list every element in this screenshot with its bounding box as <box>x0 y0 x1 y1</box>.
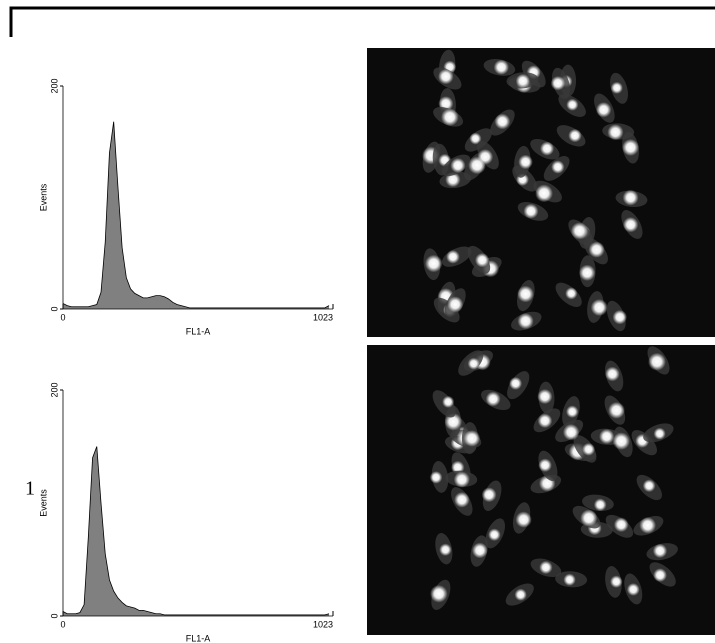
nucleus <box>613 517 629 533</box>
y-tick-label: 200 <box>49 78 59 93</box>
x-axis-label: FL1-A <box>186 633 211 643</box>
nucleus <box>481 487 497 503</box>
y-axis-label: Events <box>38 183 48 211</box>
bracket <box>9 6 715 37</box>
y-tick-label: 200 <box>49 382 59 397</box>
nucleus <box>610 81 623 94</box>
y-tick-label: 0 <box>49 613 59 618</box>
nucleus <box>622 189 639 206</box>
nucleus <box>493 59 510 75</box>
nucleus <box>579 264 596 281</box>
nucleus <box>588 241 605 258</box>
x-tick-label: 1023 <box>313 312 333 322</box>
x-tick-label: 0 <box>60 619 65 629</box>
fragment-label: 1 <box>25 478 35 500</box>
area-fill <box>63 446 330 616</box>
area-fill <box>63 121 330 310</box>
nucleus <box>551 160 565 174</box>
nucleus <box>454 491 470 508</box>
nucleus <box>582 442 596 456</box>
nucleus <box>550 75 566 91</box>
x-tick-label: 0 <box>60 312 65 322</box>
nucleus <box>537 388 553 405</box>
nucleus <box>593 498 607 512</box>
nucleus <box>424 254 443 273</box>
histogram-outline <box>62 121 330 309</box>
nucleus <box>563 573 576 586</box>
nucleus <box>494 113 511 130</box>
nucleus <box>622 217 639 233</box>
y-axis-label: Events <box>38 489 48 517</box>
x-tick-label: 1023 <box>313 619 333 629</box>
histogram-outline <box>62 446 330 616</box>
nucleus <box>429 471 443 484</box>
nucleus <box>580 509 598 527</box>
nucleus <box>446 250 460 264</box>
nucleus <box>565 405 579 418</box>
nucleus <box>622 138 640 157</box>
nucleus <box>595 102 612 118</box>
nucleus <box>515 511 532 528</box>
nucleus <box>447 296 464 313</box>
y-tick-label: 0 <box>49 306 59 311</box>
nucleus <box>518 154 533 170</box>
nucleus <box>566 98 579 111</box>
nucleus <box>612 432 631 450</box>
nucleus <box>488 528 501 542</box>
nucleus <box>652 543 668 559</box>
cells <box>422 49 678 610</box>
x-axis-label: FL1-A <box>186 326 211 336</box>
nucleus <box>590 299 608 317</box>
nucleus <box>514 588 527 601</box>
nucleus <box>509 376 523 390</box>
nucleus <box>440 108 459 127</box>
nucleus <box>439 543 452 556</box>
nucleus <box>653 427 666 440</box>
nucleus <box>599 428 615 445</box>
nucleus <box>570 222 589 240</box>
nucleus <box>562 423 580 441</box>
nucleus <box>568 128 582 143</box>
nucleus <box>612 309 628 325</box>
nucleus <box>565 287 578 300</box>
nucleus <box>538 458 552 472</box>
nucleus <box>540 141 555 156</box>
nucleus <box>535 184 553 203</box>
nucleus <box>453 471 470 488</box>
nucleus <box>485 391 501 407</box>
nucleus <box>605 366 620 382</box>
nucleus <box>442 395 455 408</box>
nucleus <box>467 357 480 370</box>
nucleus <box>517 285 534 303</box>
nucleus <box>444 412 463 431</box>
nucleus <box>537 413 553 429</box>
nucleus <box>610 575 623 588</box>
nucleus <box>438 68 454 85</box>
nucleus <box>469 132 482 145</box>
nucleus <box>608 401 625 419</box>
nucleus <box>517 312 534 330</box>
nucleus <box>474 252 490 268</box>
nucleus <box>471 542 488 559</box>
nucleus <box>653 568 667 583</box>
nucleus <box>539 560 553 575</box>
nucleus <box>463 430 481 447</box>
nucleus <box>515 73 531 89</box>
nucleus <box>429 584 448 603</box>
nucleus <box>648 352 666 371</box>
nucleus <box>477 149 494 165</box>
nucleus <box>626 583 640 596</box>
nucleus <box>523 203 539 219</box>
nucleus <box>639 516 657 534</box>
nucleus <box>607 124 624 141</box>
nucleus <box>450 157 466 174</box>
nucleus <box>642 479 656 493</box>
